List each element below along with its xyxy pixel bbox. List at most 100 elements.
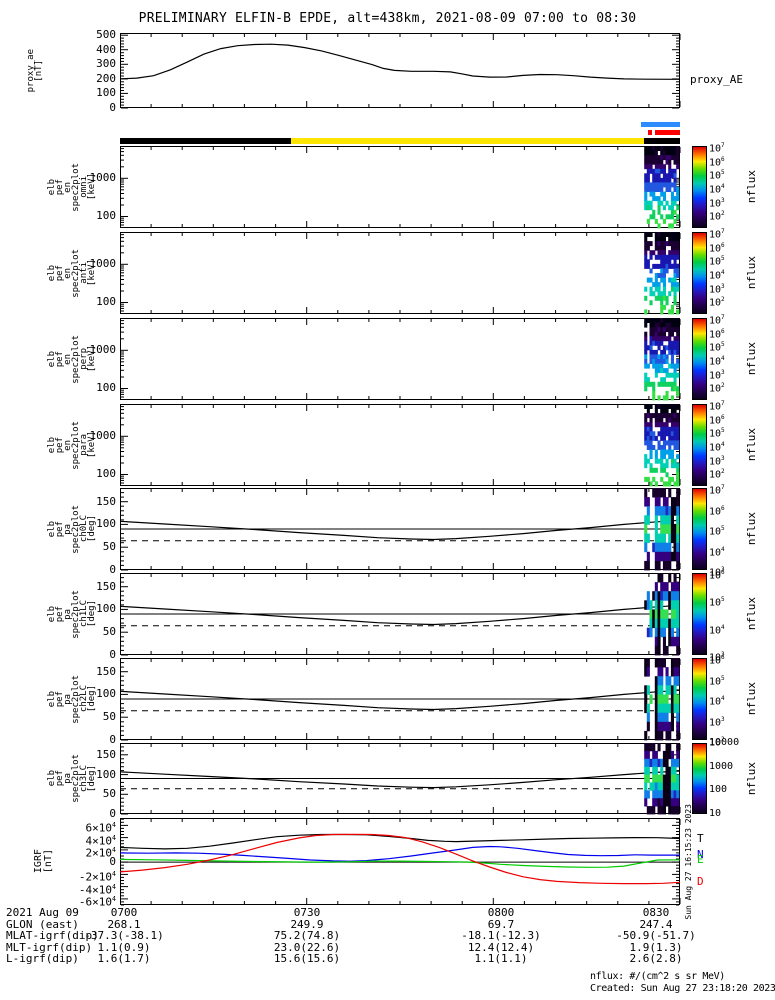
panel-pa_ch0lc-plot — [120, 488, 681, 571]
colorbar-tick-label: 107 — [709, 484, 725, 497]
colorbar-tick-label: 105 — [709, 255, 725, 268]
panel-pa_ch2lc-plot — [120, 658, 681, 741]
y-axis-label-pa_ch3lc: elb pef pa spec2plot ch3LC [deg] — [47, 743, 97, 814]
colorbar-tick-label: 102 — [709, 382, 725, 395]
orbit-zone-bar-segment — [644, 138, 680, 144]
series-label-T: T — [697, 831, 704, 845]
y-tick-label: 0 — [109, 563, 116, 576]
colorbar-tick-label: 103 — [709, 454, 725, 468]
colorbar-tick-label: 106 — [709, 569, 725, 582]
footer-row-label: L-igrf(dip) — [6, 952, 79, 965]
footer-cell: 1.6(1.7) — [97, 952, 151, 965]
y-axis-label-word: [keV] — [87, 173, 97, 201]
y-tick-label: 100 — [96, 687, 116, 701]
y-axis-label-pa_ch1lc: elb pef pa spec2plot ch1LC [deg] — [47, 573, 97, 655]
y-tick-label: 500 — [96, 28, 116, 42]
y-tick-label: 150 — [96, 664, 116, 678]
y-tick-label: -2×104 — [78, 870, 116, 885]
y-axis-label-en_perp: elb pef en spec2plot perp [keV] — [47, 318, 97, 400]
panel-pa_ch3lc-plot — [120, 743, 681, 815]
y-tick-label: 100 — [96, 602, 116, 616]
colorbar-tick-label: 106 — [709, 327, 725, 341]
colorbar-tick-label: 105 — [709, 596, 725, 609]
panel-proxy_ae-plot — [120, 33, 681, 109]
colorbar-title-text: nflux — [744, 256, 758, 290]
y-tick-label: 100 — [96, 86, 116, 100]
colorbar-tick-label: 102 — [709, 468, 725, 481]
y-tick-label: 100 — [96, 767, 116, 781]
y-tick-label: 1000 — [89, 171, 117, 185]
y-axis-label-word: [deg] — [87, 685, 97, 713]
footer-cell: -18.1(-12.3) — [461, 929, 541, 942]
colorbar-title: nflux — [744, 318, 758, 400]
footer-cell: 0700 — [110, 906, 138, 919]
colorbar-title: nflux — [744, 232, 758, 314]
y-axis-label-pa_ch0lc: elb pef pa spec2plot ch0LC [deg] — [47, 488, 97, 570]
colorbar-tick-label: 106 — [709, 413, 725, 427]
colorbar-tick-label: 104 — [709, 355, 725, 368]
colorbar-tick-label: 100 — [709, 784, 728, 796]
y-axis-label-word: [nT] — [43, 849, 54, 874]
footer-row-label: 2021 Aug 09 — [6, 906, 79, 919]
panel-en_para-plot — [120, 404, 681, 487]
colorbar-tick-label: 103 — [709, 715, 725, 728]
y-tick-label: 200 — [96, 71, 116, 85]
colorbar-tick-label: 106 — [709, 504, 725, 517]
footer-cell: 0800 — [487, 906, 515, 919]
colorbar-tick-label: 107 — [709, 400, 725, 413]
y-tick-label: 300 — [96, 57, 116, 71]
colorbar-tick-label: 106 — [709, 155, 725, 169]
y-tick-label: 50 — [102, 540, 116, 554]
collection-bar-red-segment — [654, 130, 680, 135]
colorbar-title-text: nflux — [744, 512, 758, 546]
y-axis-label-en_omni: elb pef en spec2plot omni [keV] — [47, 146, 97, 228]
colorbar-en_anti — [692, 232, 707, 314]
y-tick-label: 0 — [109, 855, 116, 869]
colorbar-pa_ch1lc — [692, 573, 707, 655]
colorbar-tick-label: 107 — [709, 228, 725, 241]
colorbar-tick-label: 107 — [709, 142, 725, 155]
colorbar-en_omni — [692, 146, 707, 228]
y-tick-label: 0 — [109, 101, 116, 114]
y-axis-label-pa_ch2lc: elb pef pa spec2plot ch2LC [deg] — [47, 658, 97, 740]
colorbar-tick-label: 103 — [709, 566, 725, 579]
footer-cell: 69.7 — [487, 917, 515, 931]
colorbar-tick-label: 105 — [709, 427, 725, 440]
footer-cell: -37.3(-38.1) — [84, 929, 164, 942]
colorbar-tick-label: 105 — [709, 525, 725, 538]
panel-en_perp-plot — [120, 318, 681, 401]
colorbar-tick-label: 103 — [709, 282, 725, 296]
panel-pa_ch1lc-plot — [120, 573, 681, 656]
colorbar-tick-label: 104 — [709, 545, 725, 558]
footer-cell: -50.9(-51.7) — [616, 929, 696, 942]
y-tick-label: 400 — [96, 42, 116, 56]
colorbar-title: nflux — [744, 404, 758, 486]
colorbar-title-text: nflux — [744, 761, 758, 796]
y-tick-label: 50 — [102, 787, 116, 801]
footer-cell: 75.2(74.8) — [273, 929, 341, 942]
y-axis-label-en_para: elb pef en spec2plot para [keV] — [47, 404, 97, 486]
y-axis-label-igrf: IGRF [nT] — [32, 818, 56, 905]
colorbar-tick-label: 102 — [709, 736, 725, 749]
colorbar-title: nflux — [744, 488, 758, 570]
right-label-proxy_ae: proxy_AE — [690, 73, 743, 87]
nflux-units-note: nflux: #/(cm^2 s sr MeV) — [590, 971, 725, 982]
series-label-N: N — [697, 848, 704, 862]
colorbar-tick-label: 104 — [709, 623, 725, 637]
colorbar-tick-label: 102 — [709, 296, 725, 309]
colorbar-pa_ch2lc — [692, 658, 707, 740]
colorbar-title-text: nflux — [744, 597, 758, 631]
orbit-zone-bar-segment — [290, 138, 645, 144]
footer-cell: 1.9(1.3) — [629, 940, 683, 954]
colorbar-tick-label: 106 — [709, 654, 725, 667]
y-axis-label-word: [keV] — [87, 345, 97, 373]
colorbar-pa_ch3lc — [692, 743, 707, 814]
footer-cell: 249.9 — [290, 917, 324, 931]
y-tick-label: 100 — [96, 467, 116, 481]
y-tick-label: 4×104 — [85, 833, 116, 848]
y-tick-label: 1000 — [89, 429, 117, 443]
colorbar-title: nflux — [744, 743, 758, 814]
y-axis-label-word: [deg] — [87, 764, 97, 793]
colorbar-tick-label: 107 — [709, 314, 725, 327]
colorbar-tick-label: 104 — [709, 269, 725, 282]
